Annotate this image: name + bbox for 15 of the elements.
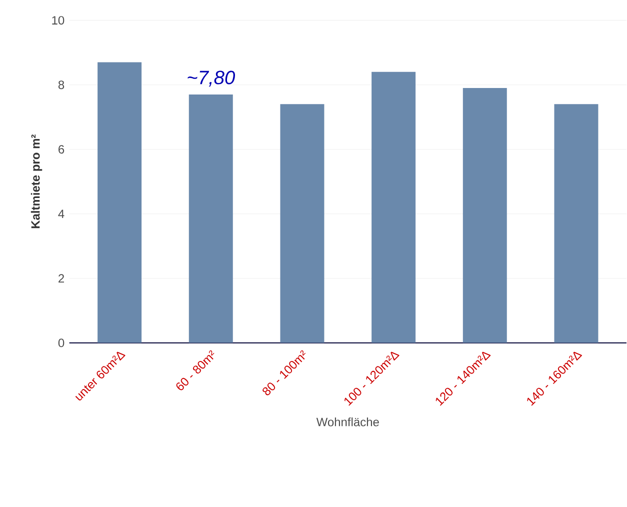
annotation: ~7,80 <box>188 70 236 87</box>
y-tick-label: 8 <box>58 80 64 90</box>
y-tick-label: 6 <box>58 145 64 154</box>
y-tick-label: 4 <box>58 210 64 218</box>
y-tick-label: 0 <box>58 338 64 348</box>
bar <box>98 62 142 343</box>
bar <box>554 104 598 343</box>
bar <box>280 104 324 343</box>
x-axis-title: Wohnfläche <box>316 418 379 426</box>
y-tick-label: 2 <box>58 274 64 283</box>
y-tick-label: 10 <box>52 16 64 25</box>
bar <box>462 88 507 343</box>
bar <box>372 72 416 343</box>
bar <box>188 94 233 343</box>
y-axis-title: Kaltmiete pro m² <box>30 134 42 228</box>
